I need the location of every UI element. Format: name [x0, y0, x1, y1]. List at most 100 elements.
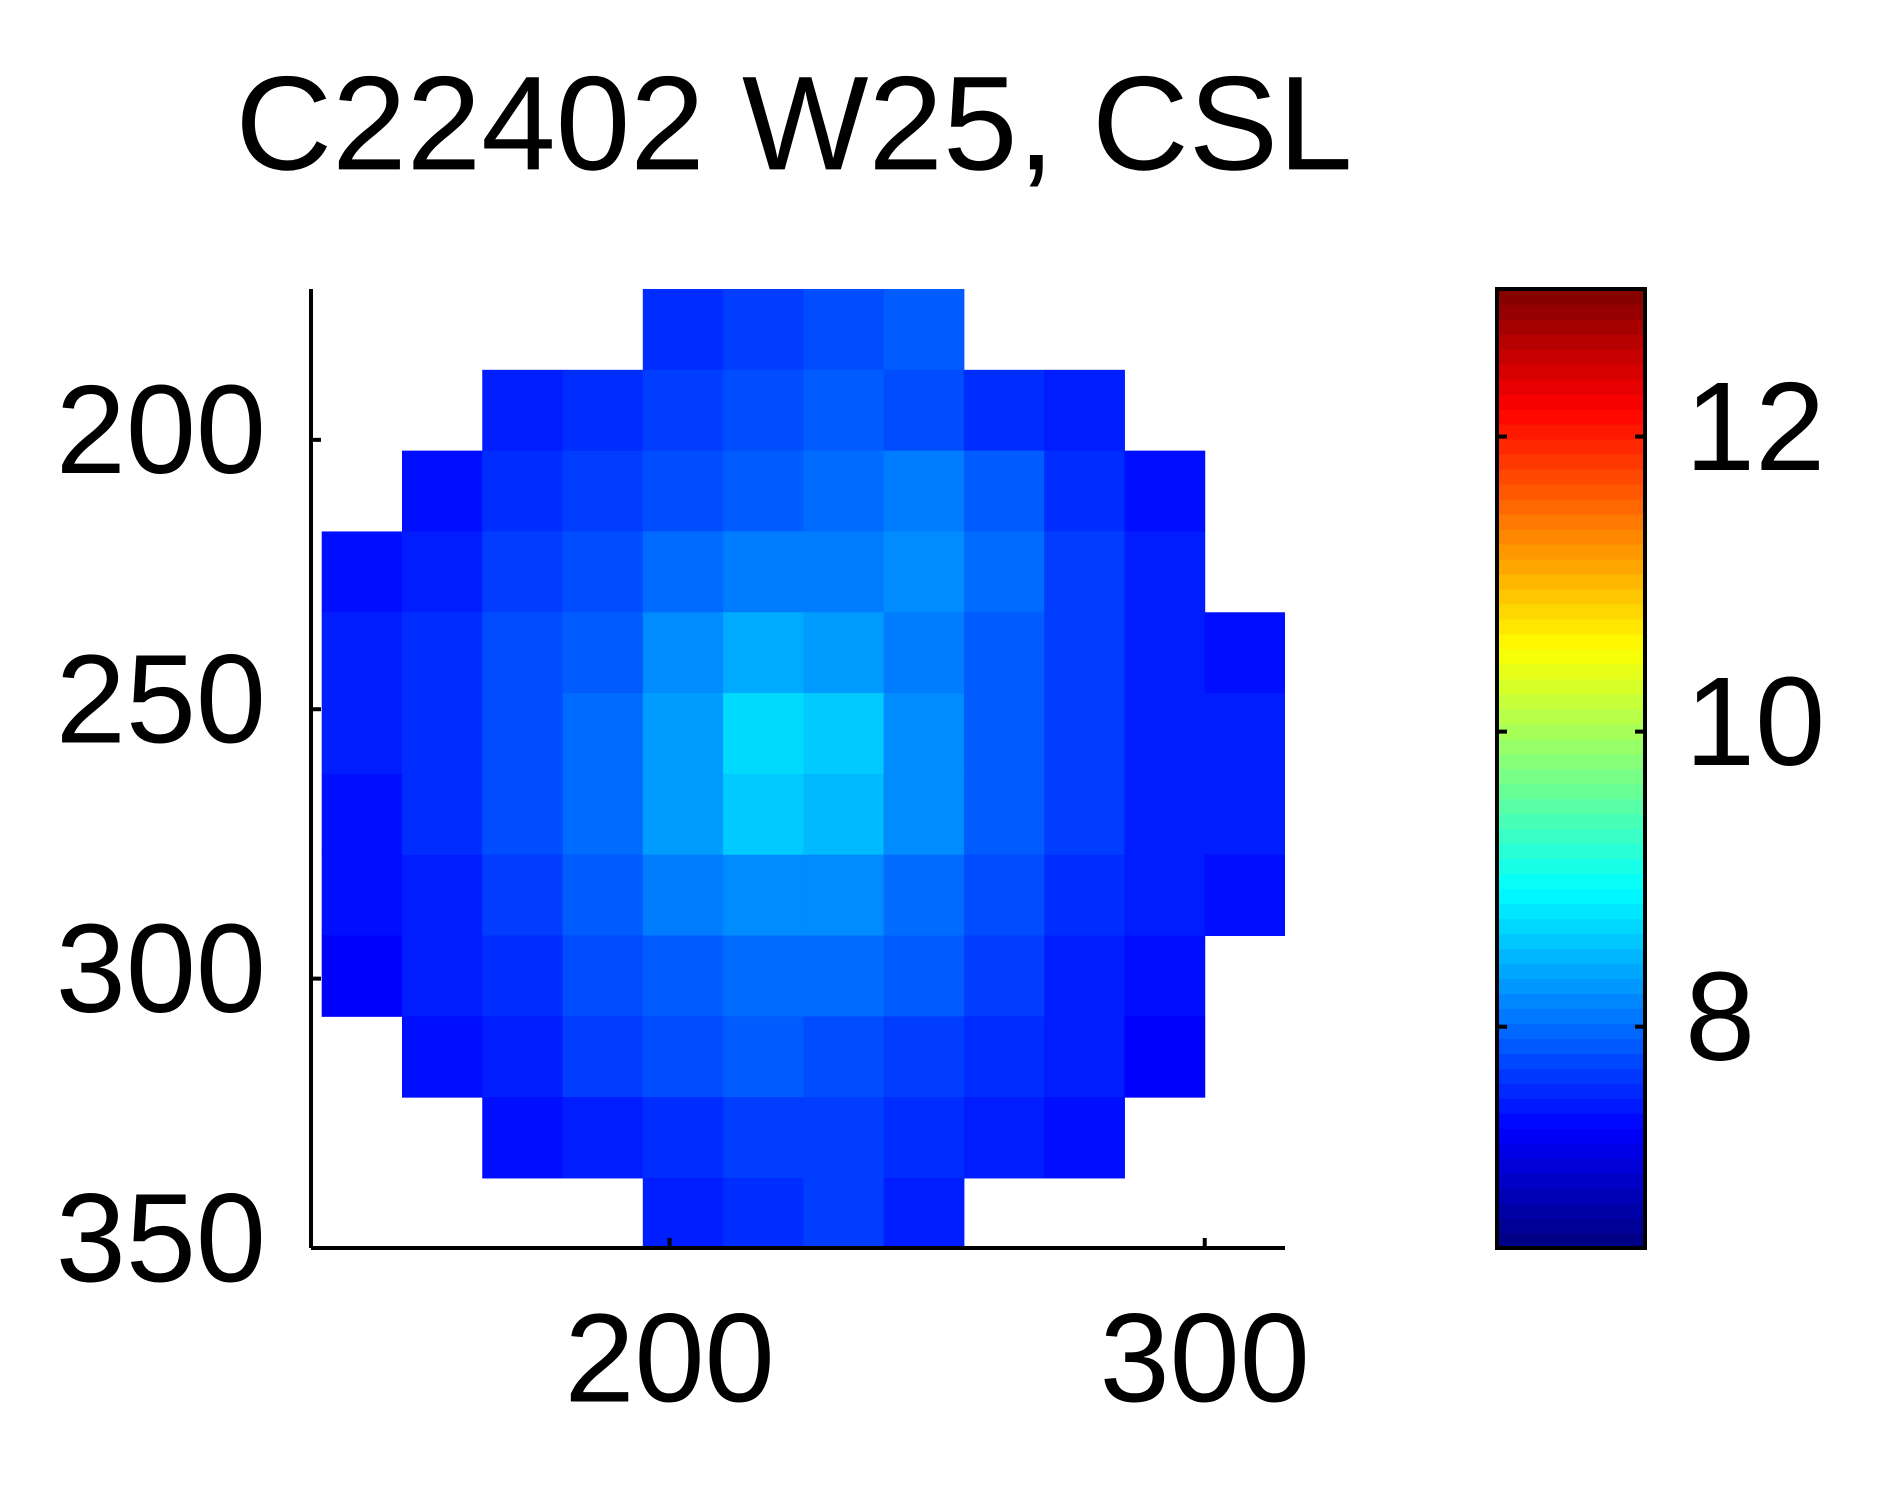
colorbar-swatch [1497, 873, 1645, 890]
heatmap-cell [723, 854, 804, 937]
heatmap-cell [1124, 693, 1206, 775]
colorbar-swatch [1497, 1113, 1645, 1129]
colorbar-swatch [1497, 513, 1645, 530]
colorbar-swatch [1497, 468, 1645, 485]
heatmap-cell [963, 531, 1045, 613]
heatmap-cell [482, 1097, 564, 1179]
colorbar-swatch [1497, 588, 1645, 605]
heatmap-cell [401, 531, 483, 613]
heatmap-cell [321, 531, 403, 613]
heatmap-cell [1124, 450, 1206, 532]
colorbar-swatch [1497, 393, 1645, 410]
colorbar-swatch [1497, 543, 1645, 560]
heatmap-cell [723, 773, 804, 856]
colorbar-swatch [1497, 408, 1645, 425]
heatmap-cell [963, 369, 1045, 452]
colorbar-swatch [1497, 1188, 1645, 1204]
heatmap-cell [723, 1097, 804, 1179]
colorbar-swatch [1497, 663, 1645, 680]
heatmap-cell [803, 531, 885, 613]
heatmap-cell [883, 1097, 965, 1179]
heatmap-cell [723, 531, 804, 613]
heatmap-cell [803, 935, 885, 1017]
colorbar-swatch [1497, 1173, 1645, 1189]
heatmap-cell [723, 289, 804, 371]
heatmap-cell [642, 773, 724, 856]
heatmap-cell [723, 1016, 804, 1098]
heatmap-cell [482, 531, 564, 613]
colorbar-swatch [1497, 828, 1645, 845]
colorbar-tick-label: 12 [1685, 356, 1825, 497]
colorbar-swatch [1497, 888, 1645, 905]
heatmap-cell [642, 1097, 724, 1179]
heatmap-cell [482, 854, 564, 937]
heatmap-cell [562, 935, 644, 1017]
heatmap-cell [803, 854, 885, 937]
heatmap-cell [642, 854, 724, 937]
heatmap-cell [1204, 854, 1285, 937]
heatmap-cell [883, 531, 965, 613]
heatmap-cell [883, 693, 965, 775]
heatmap-cell [1124, 531, 1206, 613]
heatmap-cell [401, 450, 483, 532]
colorbar-swatch [1497, 993, 1645, 1010]
colorbar-swatch [1497, 963, 1645, 980]
colorbar-swatch [1497, 289, 1645, 305]
heatmap-cell [642, 612, 724, 694]
colorbar-swatch [1497, 843, 1645, 860]
heatmap-cell [1044, 935, 1125, 1017]
colorbar-swatch [1497, 1053, 1645, 1069]
colorbar-swatch [1497, 738, 1645, 755]
heatmap-cell [1044, 612, 1125, 694]
heatmap-cell [883, 854, 965, 937]
colorbar-swatch [1497, 768, 1645, 785]
heatmap-cell [803, 773, 885, 856]
colorbar-tick-label: 8 [1685, 946, 1755, 1087]
colorbar-frame [1495, 287, 1647, 1250]
heatmap-cell [401, 854, 483, 937]
colorbar-swatch [1497, 1008, 1645, 1025]
colorbar-tick-label: 10 [1685, 651, 1825, 792]
heatmap-cell [963, 773, 1045, 856]
heatmap-cell [321, 854, 403, 937]
colorbar-swatch [1497, 1068, 1645, 1084]
heatmap-cell [803, 289, 885, 371]
colorbar-swatch [1497, 498, 1645, 515]
heatmap-cell [963, 612, 1045, 694]
heatmap-cell [482, 450, 564, 532]
heatmap-cell [562, 1016, 644, 1098]
heatmap-cell [883, 1016, 965, 1098]
colorbar-swatch [1497, 438, 1645, 455]
colorbar-swatch [1497, 1083, 1645, 1099]
colorbar-swatch [1497, 678, 1645, 695]
heatmap-cell [723, 935, 804, 1017]
heatmap-cell [642, 450, 724, 532]
heatmap-cell [1124, 854, 1206, 937]
colorbar-swatch [1497, 1098, 1645, 1114]
heatmap-cell [963, 935, 1045, 1017]
colorbar-swatch [1497, 1143, 1645, 1159]
heatmap-cell [883, 935, 965, 1017]
heatmap-cell [1124, 935, 1206, 1017]
heatmap-cell [642, 1016, 724, 1098]
chart-title: C22402 W25, CSL [235, 49, 1352, 198]
colorbar-swatch [1497, 1158, 1645, 1174]
x-tick-label: 200 [564, 1287, 774, 1428]
heatmap-cell [562, 773, 644, 856]
colorbar-swatch [1497, 558, 1645, 575]
heatmap-cell [723, 612, 804, 694]
colorbar-swatch [1497, 918, 1645, 935]
heatmap-cell [963, 1097, 1045, 1179]
colorbar-swatch [1497, 333, 1645, 350]
colorbar-swatch [1497, 378, 1645, 395]
heatmap-cell [1044, 773, 1125, 856]
heatmap-cell [803, 693, 885, 775]
heatmap-cell [482, 1016, 564, 1098]
heatmap-cell [401, 773, 483, 856]
heatmap-cell [963, 693, 1045, 775]
heatmap-cell [1204, 773, 1285, 856]
heatmap-cell [963, 854, 1045, 937]
heatmap-cell [401, 1016, 483, 1098]
heatmap-cell [482, 935, 564, 1017]
